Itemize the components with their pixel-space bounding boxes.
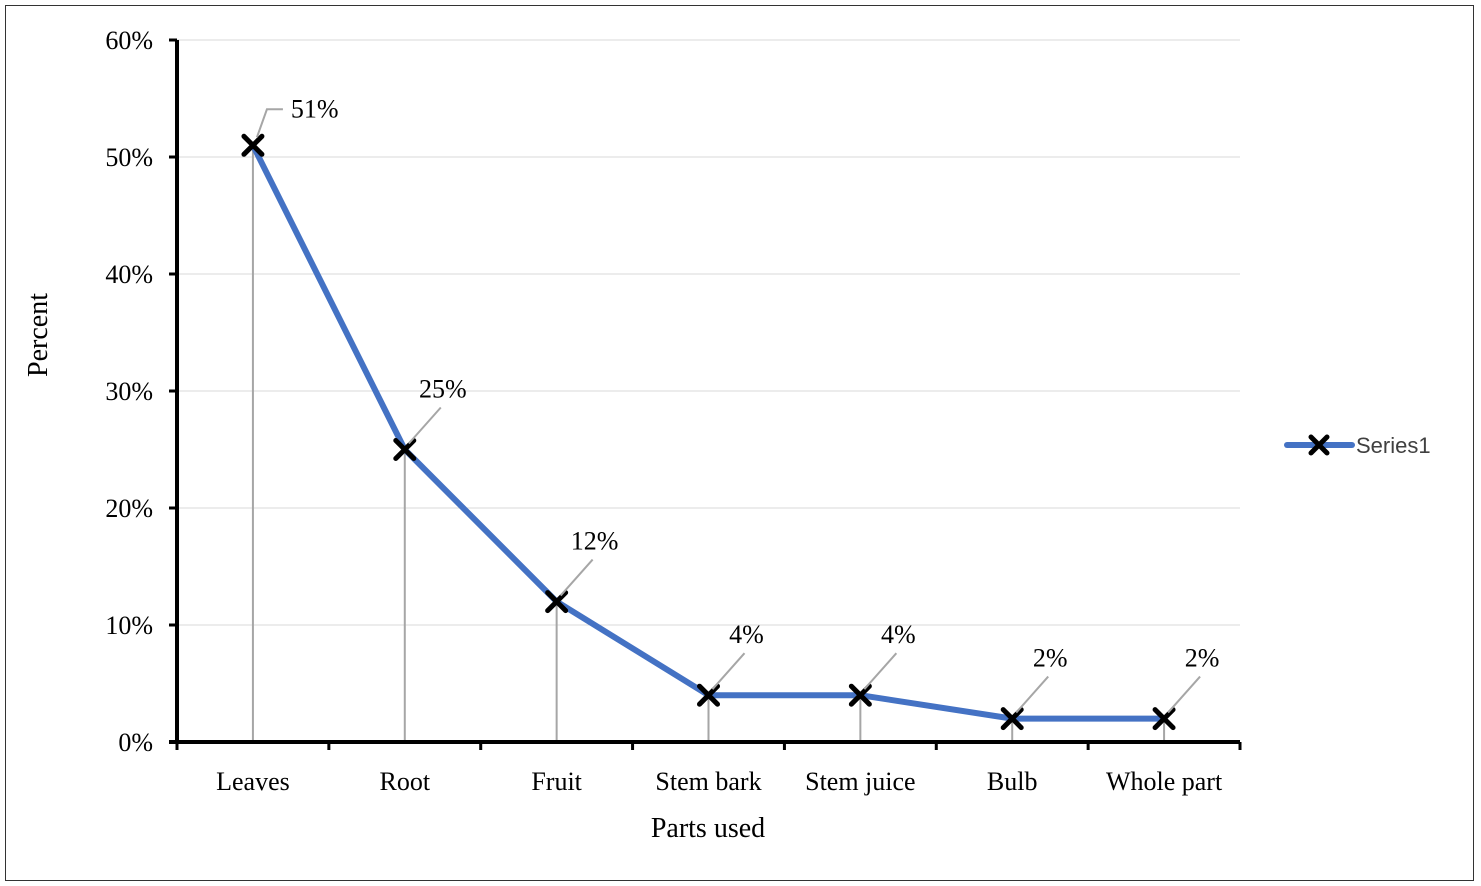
data-label-leaders xyxy=(255,108,1201,714)
data-label: 4% xyxy=(881,620,916,649)
data-point-marker xyxy=(1152,707,1176,731)
data-label-leader xyxy=(1015,675,1049,714)
y-axis-ticks: 0% 10% 20% 30% 40% 50% 60% xyxy=(105,26,177,757)
series-layer xyxy=(241,133,1176,731)
data-label-leader xyxy=(863,652,898,690)
y-tick-label: 20% xyxy=(105,494,153,523)
axes xyxy=(169,40,1240,744)
y-tick-label: 0% xyxy=(118,728,153,757)
x-axis-ticks: Leaves Root Fruit Stem bark Stem juice Bulb Wh… xyxy=(175,742,1242,796)
data-label-leader xyxy=(1167,675,1201,714)
y-tick-label: 40% xyxy=(105,260,153,289)
drop-lines xyxy=(251,145,1166,742)
data-point-marker xyxy=(545,590,569,614)
gridlines xyxy=(177,39,1240,626)
x-tick-label: Leaves xyxy=(216,767,290,796)
x-tick-label: Root xyxy=(379,767,430,796)
data-label: 25% xyxy=(419,375,467,404)
data-point-marker xyxy=(1000,707,1024,731)
series-line xyxy=(249,142,1168,722)
data-label: 51% xyxy=(291,94,339,123)
x-tick-label: Stem juice xyxy=(805,767,915,796)
data-label-leader xyxy=(408,406,442,445)
x-axis-title: Parts used xyxy=(651,813,765,844)
x-tick-label: Stem bark xyxy=(655,767,761,796)
y-tick-label: 50% xyxy=(105,143,153,172)
data-label-leader xyxy=(559,558,594,597)
data-label: 2% xyxy=(1185,644,1220,673)
data-label: 4% xyxy=(729,620,764,649)
data-point-marker xyxy=(848,683,872,707)
data-labels: 51% 25% 12% 4% 4% 2% 2% xyxy=(291,94,1219,672)
data-label-leader xyxy=(711,652,746,690)
x-tick-label: Fruit xyxy=(531,767,582,796)
legend-label: Series1 xyxy=(1356,433,1431,458)
y-tick-label: 30% xyxy=(105,377,153,406)
x-tick-label: Bulb xyxy=(987,767,1038,796)
data-point-marker xyxy=(393,438,417,461)
y-tick-label: 10% xyxy=(105,611,153,640)
data-point-marker xyxy=(697,683,720,707)
data-label-leader xyxy=(255,108,283,138)
x-tick-label: Whole part xyxy=(1106,767,1223,796)
data-label: 12% xyxy=(571,527,619,556)
y-tick-label: 60% xyxy=(105,26,153,55)
legend-marker-icon xyxy=(1308,434,1330,456)
y-axis-title: Percent xyxy=(23,293,54,377)
data-point-marker xyxy=(241,133,265,157)
data-label: 2% xyxy=(1033,644,1068,673)
legend: Series1 xyxy=(1284,433,1431,458)
